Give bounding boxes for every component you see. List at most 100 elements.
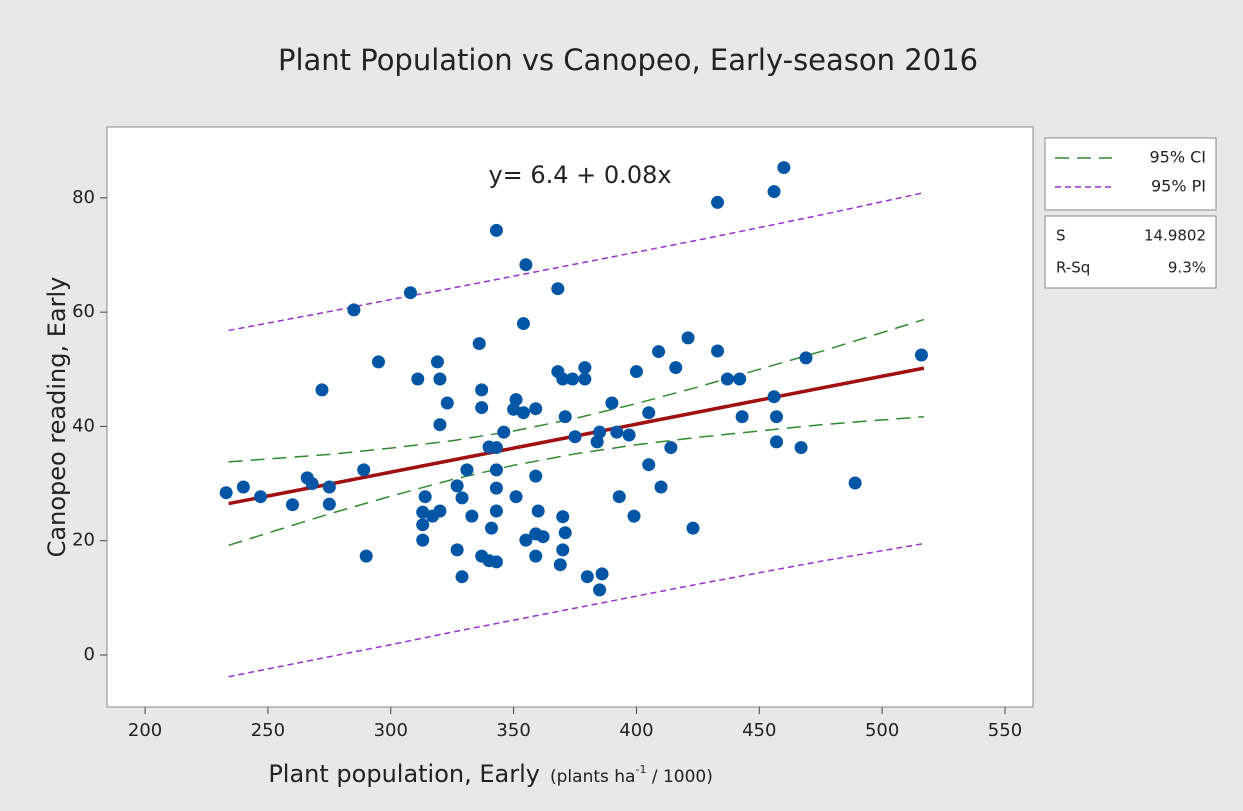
data-point bbox=[516, 406, 530, 420]
data-point bbox=[711, 195, 725, 209]
x-tick-label: 300 bbox=[374, 720, 408, 741]
data-point bbox=[489, 463, 503, 477]
stat-value: 9.3% bbox=[1168, 259, 1206, 277]
data-point bbox=[568, 430, 582, 444]
data-point bbox=[219, 486, 233, 500]
data-point bbox=[507, 402, 521, 416]
stats-box bbox=[1044, 215, 1217, 289]
data-point bbox=[654, 480, 668, 494]
data-point bbox=[777, 161, 791, 175]
data-point bbox=[497, 425, 511, 439]
data-point bbox=[612, 490, 626, 504]
data-point bbox=[711, 344, 725, 358]
data-point bbox=[652, 345, 666, 359]
data-point bbox=[735, 410, 749, 424]
data-point bbox=[450, 479, 464, 493]
data-point bbox=[848, 476, 862, 490]
data-point bbox=[509, 490, 523, 504]
data-point bbox=[767, 185, 781, 199]
band-line bbox=[228, 318, 925, 463]
data-point bbox=[593, 425, 607, 439]
band-line bbox=[228, 542, 925, 678]
data-point bbox=[489, 441, 503, 455]
data-point bbox=[556, 510, 570, 524]
data-point bbox=[489, 223, 503, 237]
data-point bbox=[629, 365, 643, 379]
data-point bbox=[475, 383, 489, 397]
data-point bbox=[669, 361, 683, 375]
data-point bbox=[770, 410, 784, 424]
data-point bbox=[686, 521, 700, 535]
data-point bbox=[914, 348, 928, 362]
data-point bbox=[455, 570, 469, 584]
data-point bbox=[627, 509, 641, 523]
data-point bbox=[519, 533, 533, 547]
data-point bbox=[516, 317, 530, 331]
data-point bbox=[593, 583, 607, 597]
data-point bbox=[509, 393, 523, 407]
data-point bbox=[553, 558, 567, 572]
data-point bbox=[418, 490, 432, 504]
data-point bbox=[720, 372, 734, 386]
data-point bbox=[322, 480, 336, 494]
chart-title: Plant Population vs Canopeo, Early-seaso… bbox=[278, 43, 978, 77]
data-point bbox=[359, 549, 373, 563]
data-point bbox=[590, 435, 604, 449]
unit-text: (plants ha bbox=[550, 767, 635, 787]
x-axis-unit: (plants ha-1 / 1000) bbox=[550, 763, 713, 787]
data-point bbox=[489, 504, 503, 518]
data-point bbox=[794, 441, 808, 455]
unit-text: / 1000) bbox=[646, 767, 712, 787]
data-point bbox=[371, 355, 385, 369]
data-point bbox=[733, 372, 747, 386]
data-point bbox=[465, 509, 479, 523]
data-point bbox=[519, 258, 533, 272]
data-point bbox=[642, 458, 656, 472]
x-tick-label: 350 bbox=[496, 720, 530, 741]
data-point bbox=[416, 533, 430, 547]
data-point bbox=[236, 480, 250, 494]
legend-label: 95% PI bbox=[1151, 177, 1206, 196]
y-tick-label: 40 bbox=[72, 415, 95, 436]
data-point bbox=[416, 518, 430, 532]
data-point bbox=[322, 497, 336, 511]
data-point bbox=[556, 543, 570, 557]
data-point bbox=[489, 555, 503, 569]
data-point bbox=[433, 372, 447, 386]
data-point bbox=[536, 530, 550, 544]
data-point bbox=[440, 396, 454, 410]
data-point bbox=[578, 361, 592, 375]
data-point bbox=[485, 521, 499, 535]
data-point bbox=[558, 410, 572, 424]
data-point bbox=[529, 402, 543, 416]
data-point bbox=[433, 504, 447, 518]
data-point bbox=[566, 372, 580, 386]
data-point bbox=[455, 491, 469, 505]
y-tick-label: 60 bbox=[72, 301, 95, 322]
data-point bbox=[799, 351, 813, 365]
data-point bbox=[556, 372, 570, 386]
x-tick-label: 250 bbox=[251, 720, 285, 741]
data-point bbox=[551, 282, 565, 296]
data-point bbox=[285, 498, 299, 512]
data-point bbox=[529, 549, 543, 563]
data-point bbox=[580, 570, 594, 584]
x-tick-label: 500 bbox=[865, 720, 899, 741]
legend-label: 95% CI bbox=[1149, 148, 1206, 167]
data-point bbox=[315, 383, 329, 397]
data-point bbox=[347, 303, 361, 317]
x-tick-label: 450 bbox=[742, 720, 776, 741]
data-point bbox=[254, 490, 268, 504]
data-point bbox=[605, 396, 619, 410]
data-point bbox=[403, 286, 417, 300]
y-tick-label: 0 bbox=[84, 644, 95, 665]
data-point bbox=[767, 390, 781, 404]
y-tick-label: 20 bbox=[72, 530, 95, 551]
data-point bbox=[664, 441, 678, 455]
band-line bbox=[228, 191, 925, 332]
data-point bbox=[305, 477, 319, 491]
data-point bbox=[642, 406, 656, 420]
data-point bbox=[430, 355, 444, 369]
